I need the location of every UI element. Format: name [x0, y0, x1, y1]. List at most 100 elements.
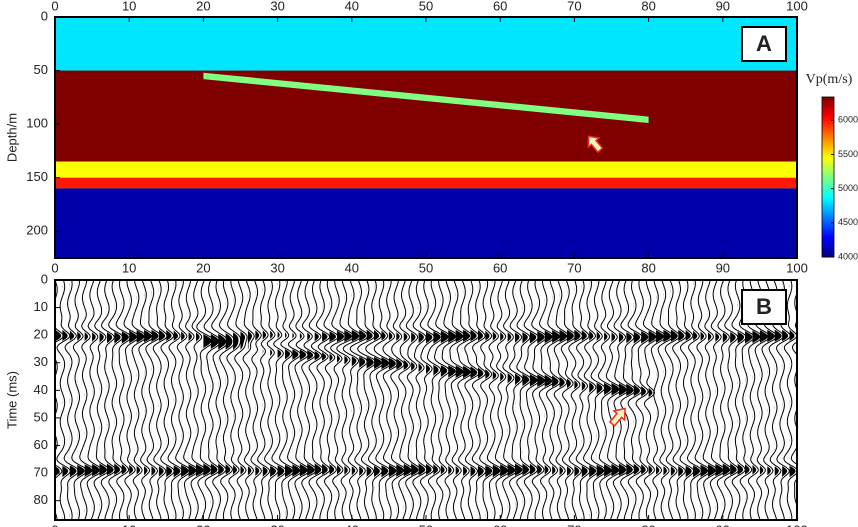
trace-fill	[69, 280, 77, 520]
trace-fill	[247, 280, 253, 520]
trace-fill	[507, 280, 516, 520]
trace	[635, 280, 652, 520]
panel-b: 0 10 20 30 40 50 60 70 80 90 100 0 10 20 30 40 50 60 70 80 T…	[4, 271, 807, 527]
trace-fill	[233, 280, 239, 520]
colorbar-step	[822, 107, 834, 110]
trace	[115, 280, 132, 520]
trace	[605, 280, 622, 520]
trace	[86, 280, 103, 520]
trace-fill	[685, 280, 692, 520]
trace	[257, 280, 271, 520]
trace-fill	[470, 280, 478, 520]
trace-fill	[641, 280, 649, 520]
x-tick-label: 30	[270, 0, 284, 13]
trace	[242, 280, 255, 520]
panel-a: 0010102020303040405050606070708080909010…	[4, 0, 807, 275]
colorbar-step	[822, 223, 834, 226]
trace	[183, 280, 200, 520]
colorbar-step	[822, 197, 834, 200]
colorbar-step	[822, 109, 834, 112]
trace-fill	[292, 280, 301, 520]
trace-fill	[715, 280, 724, 520]
trace-fill	[158, 280, 165, 520]
trace-fill	[700, 280, 708, 520]
trace	[679, 280, 695, 520]
colorbar-step	[822, 227, 834, 230]
trace-fill	[663, 280, 671, 520]
velocity-body	[203, 72, 649, 124]
colorbar-step	[822, 199, 834, 202]
panel-label-box	[741, 26, 787, 62]
colorbar-step	[822, 213, 834, 216]
trace	[516, 280, 532, 520]
trace-fill	[218, 280, 226, 520]
colorbar-step	[822, 137, 834, 140]
colorbar-step	[822, 105, 834, 108]
trace	[575, 280, 591, 520]
colorbar-step	[822, 157, 834, 160]
x-tick-label: 90	[716, 260, 730, 275]
trace-fill	[366, 280, 374, 520]
colorbar-step	[822, 101, 834, 104]
colorbar-step	[822, 103, 834, 106]
trace	[790, 291, 797, 507]
colorbar-step	[822, 253, 834, 256]
trace	[545, 280, 563, 520]
trace	[203, 280, 222, 520]
trace	[234, 280, 248, 520]
colorbar-step	[822, 195, 834, 198]
colorbar-step	[822, 175, 834, 178]
colorbar-step	[822, 127, 834, 130]
trace-fill	[84, 280, 93, 520]
trace-fill	[440, 280, 449, 520]
trace-fill	[797, 280, 804, 520]
colorbar-step	[822, 251, 834, 254]
trace	[108, 280, 124, 520]
trace	[357, 280, 377, 520]
x-tick-label: 70	[567, 260, 581, 275]
x-tick-label: 10	[122, 0, 136, 13]
x-tick-label: 0	[51, 0, 58, 13]
trace-fill	[210, 280, 219, 520]
trace-fill	[307, 280, 315, 520]
trace-fill	[656, 280, 664, 520]
colorbar-frame	[821, 96, 835, 258]
colorbar-step	[822, 163, 834, 166]
colorbar-tick-label: 5000	[838, 183, 858, 193]
trace-fill	[589, 280, 597, 520]
trace-fill	[166, 280, 173, 520]
trace-fill	[752, 280, 761, 520]
colorbar-step	[822, 187, 834, 190]
y-tick-label: 0	[41, 8, 48, 23]
trace-fill	[604, 280, 612, 520]
trace	[434, 280, 452, 520]
panel-label-box	[741, 289, 787, 325]
colorbar-step	[822, 233, 834, 236]
trace	[694, 280, 711, 520]
colorbar-step	[822, 149, 834, 152]
colorbar-step	[822, 139, 834, 142]
trace-fill	[515, 280, 523, 520]
trace-fill	[195, 280, 204, 520]
trace-fill	[611, 280, 620, 520]
x-tick-label: 100	[786, 260, 808, 275]
trace	[523, 280, 541, 520]
trace-fill	[463, 280, 471, 520]
trace	[738, 280, 755, 520]
trace-fill	[707, 280, 716, 520]
y-tick-label: 20	[34, 327, 48, 342]
colorbar-step	[822, 189, 834, 192]
trace-fill	[188, 280, 197, 520]
trace-fill	[99, 280, 107, 520]
trace-fill	[552, 280, 560, 520]
trace	[486, 280, 503, 520]
trace-fill	[388, 280, 397, 520]
colorbar-step	[822, 119, 834, 122]
trace	[271, 280, 287, 520]
x-tick-label: 40	[345, 260, 359, 275]
trace	[464, 280, 480, 520]
y-tick-label: 80	[34, 492, 48, 507]
colorbar-tick-label: 5500	[838, 149, 858, 159]
colorbar-title: Vp(m/s)	[806, 72, 853, 87]
x-tick-label: 50	[419, 260, 433, 275]
